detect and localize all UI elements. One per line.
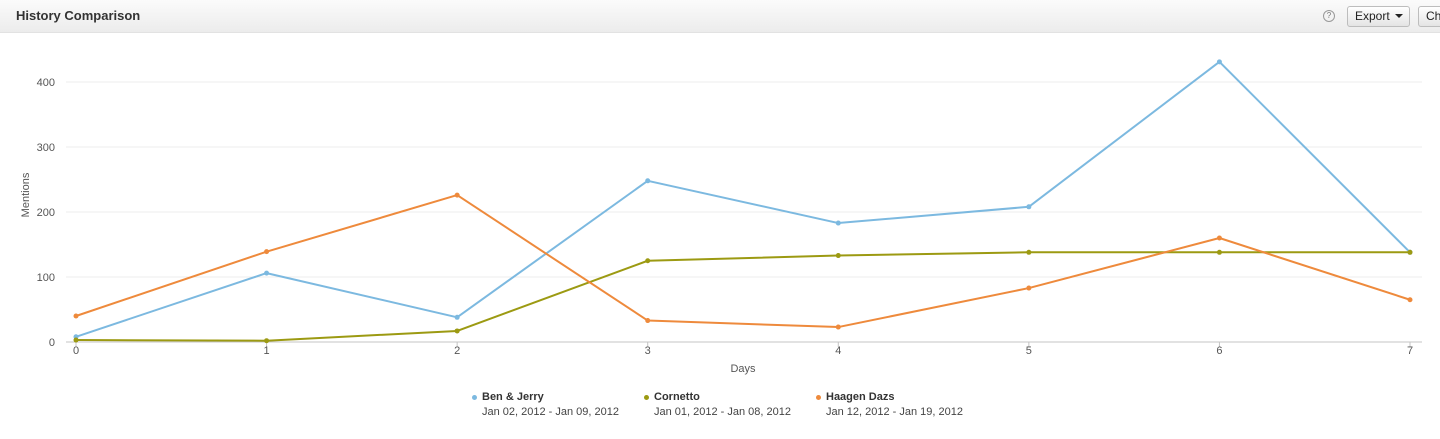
y-tick-label: 300 (37, 142, 55, 154)
legend-dot-icon (644, 395, 649, 400)
panel-title: History Comparison (16, 8, 141, 23)
x-tick-label: 5 (1026, 345, 1032, 357)
caret-down-icon (1394, 14, 1403, 18)
data-point[interactable] (645, 258, 651, 264)
data-point[interactable] (264, 249, 270, 255)
data-point[interactable] (1216, 59, 1222, 65)
data-point[interactable] (835, 220, 841, 226)
help-circle-icon[interactable]: ? (1323, 10, 1335, 22)
series-line-1 (75, 251, 1410, 342)
legend-series-name: Ben & Jerry (482, 391, 544, 403)
data-point[interactable] (264, 270, 270, 276)
x-tick-label: 7 (1407, 345, 1413, 357)
legend-series-name: Cornetto (654, 391, 700, 403)
y-tick-label: 400 (37, 77, 55, 89)
x-tick-label: 2 (454, 345, 460, 357)
data-point[interactable] (73, 337, 79, 343)
x-tick-label: 3 (645, 345, 651, 357)
chart-type-button[interactable]: Ch (1418, 6, 1440, 27)
data-point[interactable] (1026, 204, 1032, 210)
export-button[interactable]: Export (1347, 6, 1410, 27)
grid-lines (66, 81, 1422, 343)
chart-legend: Ben & Jerry Jan 02, 2012 - Jan 09, 2012 Co… (0, 391, 1440, 431)
legend-dot-icon (472, 395, 477, 400)
panel-header: History Comparison ? Export Ch (0, 0, 1440, 33)
data-point[interactable] (1407, 297, 1413, 303)
legend-date-range: Jan 02, 2012 - Jan 09, 2012 (482, 406, 619, 418)
data-point[interactable] (645, 318, 651, 324)
data-point[interactable] (1407, 249, 1413, 255)
data-point[interactable] (835, 324, 841, 330)
data-point[interactable] (1216, 235, 1222, 241)
x-tick-label: 6 (1216, 345, 1222, 357)
x-tick-label: 1 (264, 345, 270, 357)
data-point[interactable] (73, 313, 79, 319)
data-point[interactable] (454, 192, 460, 198)
data-point[interactable] (835, 253, 841, 259)
series-line-2 (75, 194, 1411, 329)
series-lines (73, 59, 1413, 344)
x-axis-ticks: 0 1 2 3 4 5 6 7 (73, 342, 1413, 357)
history-chart: 0 100 200 300 400 0 1 2 3 4 5 6 7 Mentions Days (20, 59, 1422, 375)
y-tick-label: 100 (37, 272, 55, 284)
series-line-0 (75, 60, 1411, 338)
data-point[interactable] (1026, 249, 1032, 255)
x-axis-label: Days (730, 363, 756, 375)
data-point[interactable] (1026, 285, 1032, 291)
y-tick-label: 200 (37, 207, 55, 219)
legend-series-name: Haagen Dazs (826, 391, 895, 403)
data-point[interactable] (454, 328, 460, 334)
data-point[interactable] (264, 338, 270, 344)
x-tick-label: 0 (73, 345, 79, 357)
export-button-label: Export (1355, 9, 1390, 23)
data-point[interactable] (645, 178, 651, 184)
data-point[interactable] (1216, 249, 1222, 255)
y-axis-label: Mentions (20, 172, 32, 217)
legend-dot-icon (816, 395, 821, 400)
legend-date-range: Jan 01, 2012 - Jan 08, 2012 (654, 406, 791, 418)
y-axis-ticks: 0 100 200 300 400 (37, 77, 55, 349)
y-tick-label: 0 (49, 337, 55, 349)
data-point[interactable] (454, 314, 460, 320)
x-tick-label: 4 (835, 345, 841, 357)
legend-date-range: Jan 12, 2012 - Jan 19, 2012 (826, 406, 963, 418)
